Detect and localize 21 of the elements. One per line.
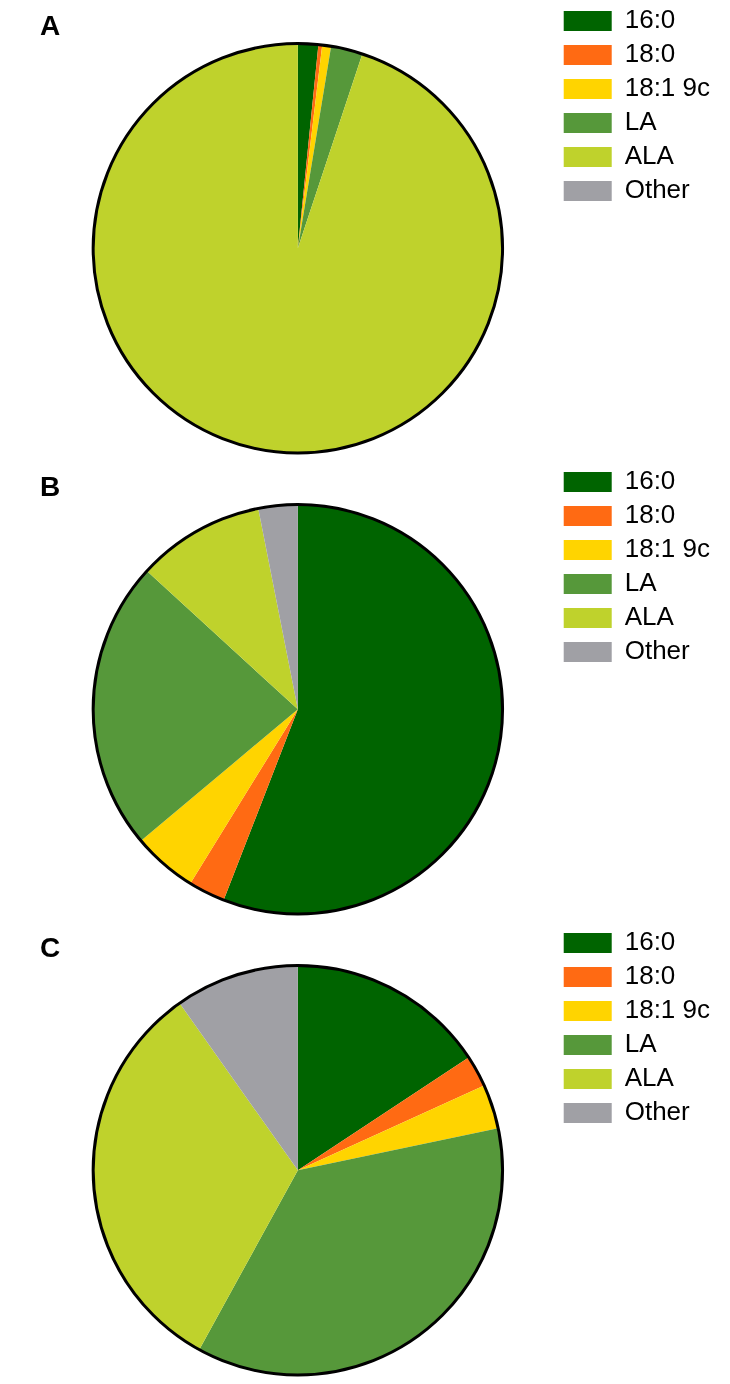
legend-label: 16:0 <box>624 465 676 496</box>
legend-label: ALA <box>624 1062 675 1093</box>
legend-label: Other <box>624 174 691 205</box>
legend-label: 18:1 9c <box>624 72 711 103</box>
legend-label: ALA <box>624 601 675 632</box>
legend-label: LA <box>624 1028 658 1059</box>
legend-label: LA <box>624 106 658 137</box>
legend-label: ALA <box>624 140 675 171</box>
legend-label: Other <box>624 1096 691 1127</box>
chart-title: B <box>40 470 61 502</box>
legend-label: 16:0 <box>624 4 676 35</box>
legend-label: 18:1 9c <box>624 994 711 1025</box>
chart-title: A <box>40 9 61 41</box>
legend-label: 18:0 <box>624 38 676 69</box>
legend-label: 18:1 9c <box>624 533 711 564</box>
legend-label: 18:0 <box>624 499 676 530</box>
legend-label: LA <box>624 567 658 598</box>
legend-label: 18:0 <box>624 960 676 991</box>
legend-label: Other <box>624 635 691 666</box>
legend-label: 16:0 <box>624 926 676 957</box>
chart-title: C <box>40 931 61 963</box>
